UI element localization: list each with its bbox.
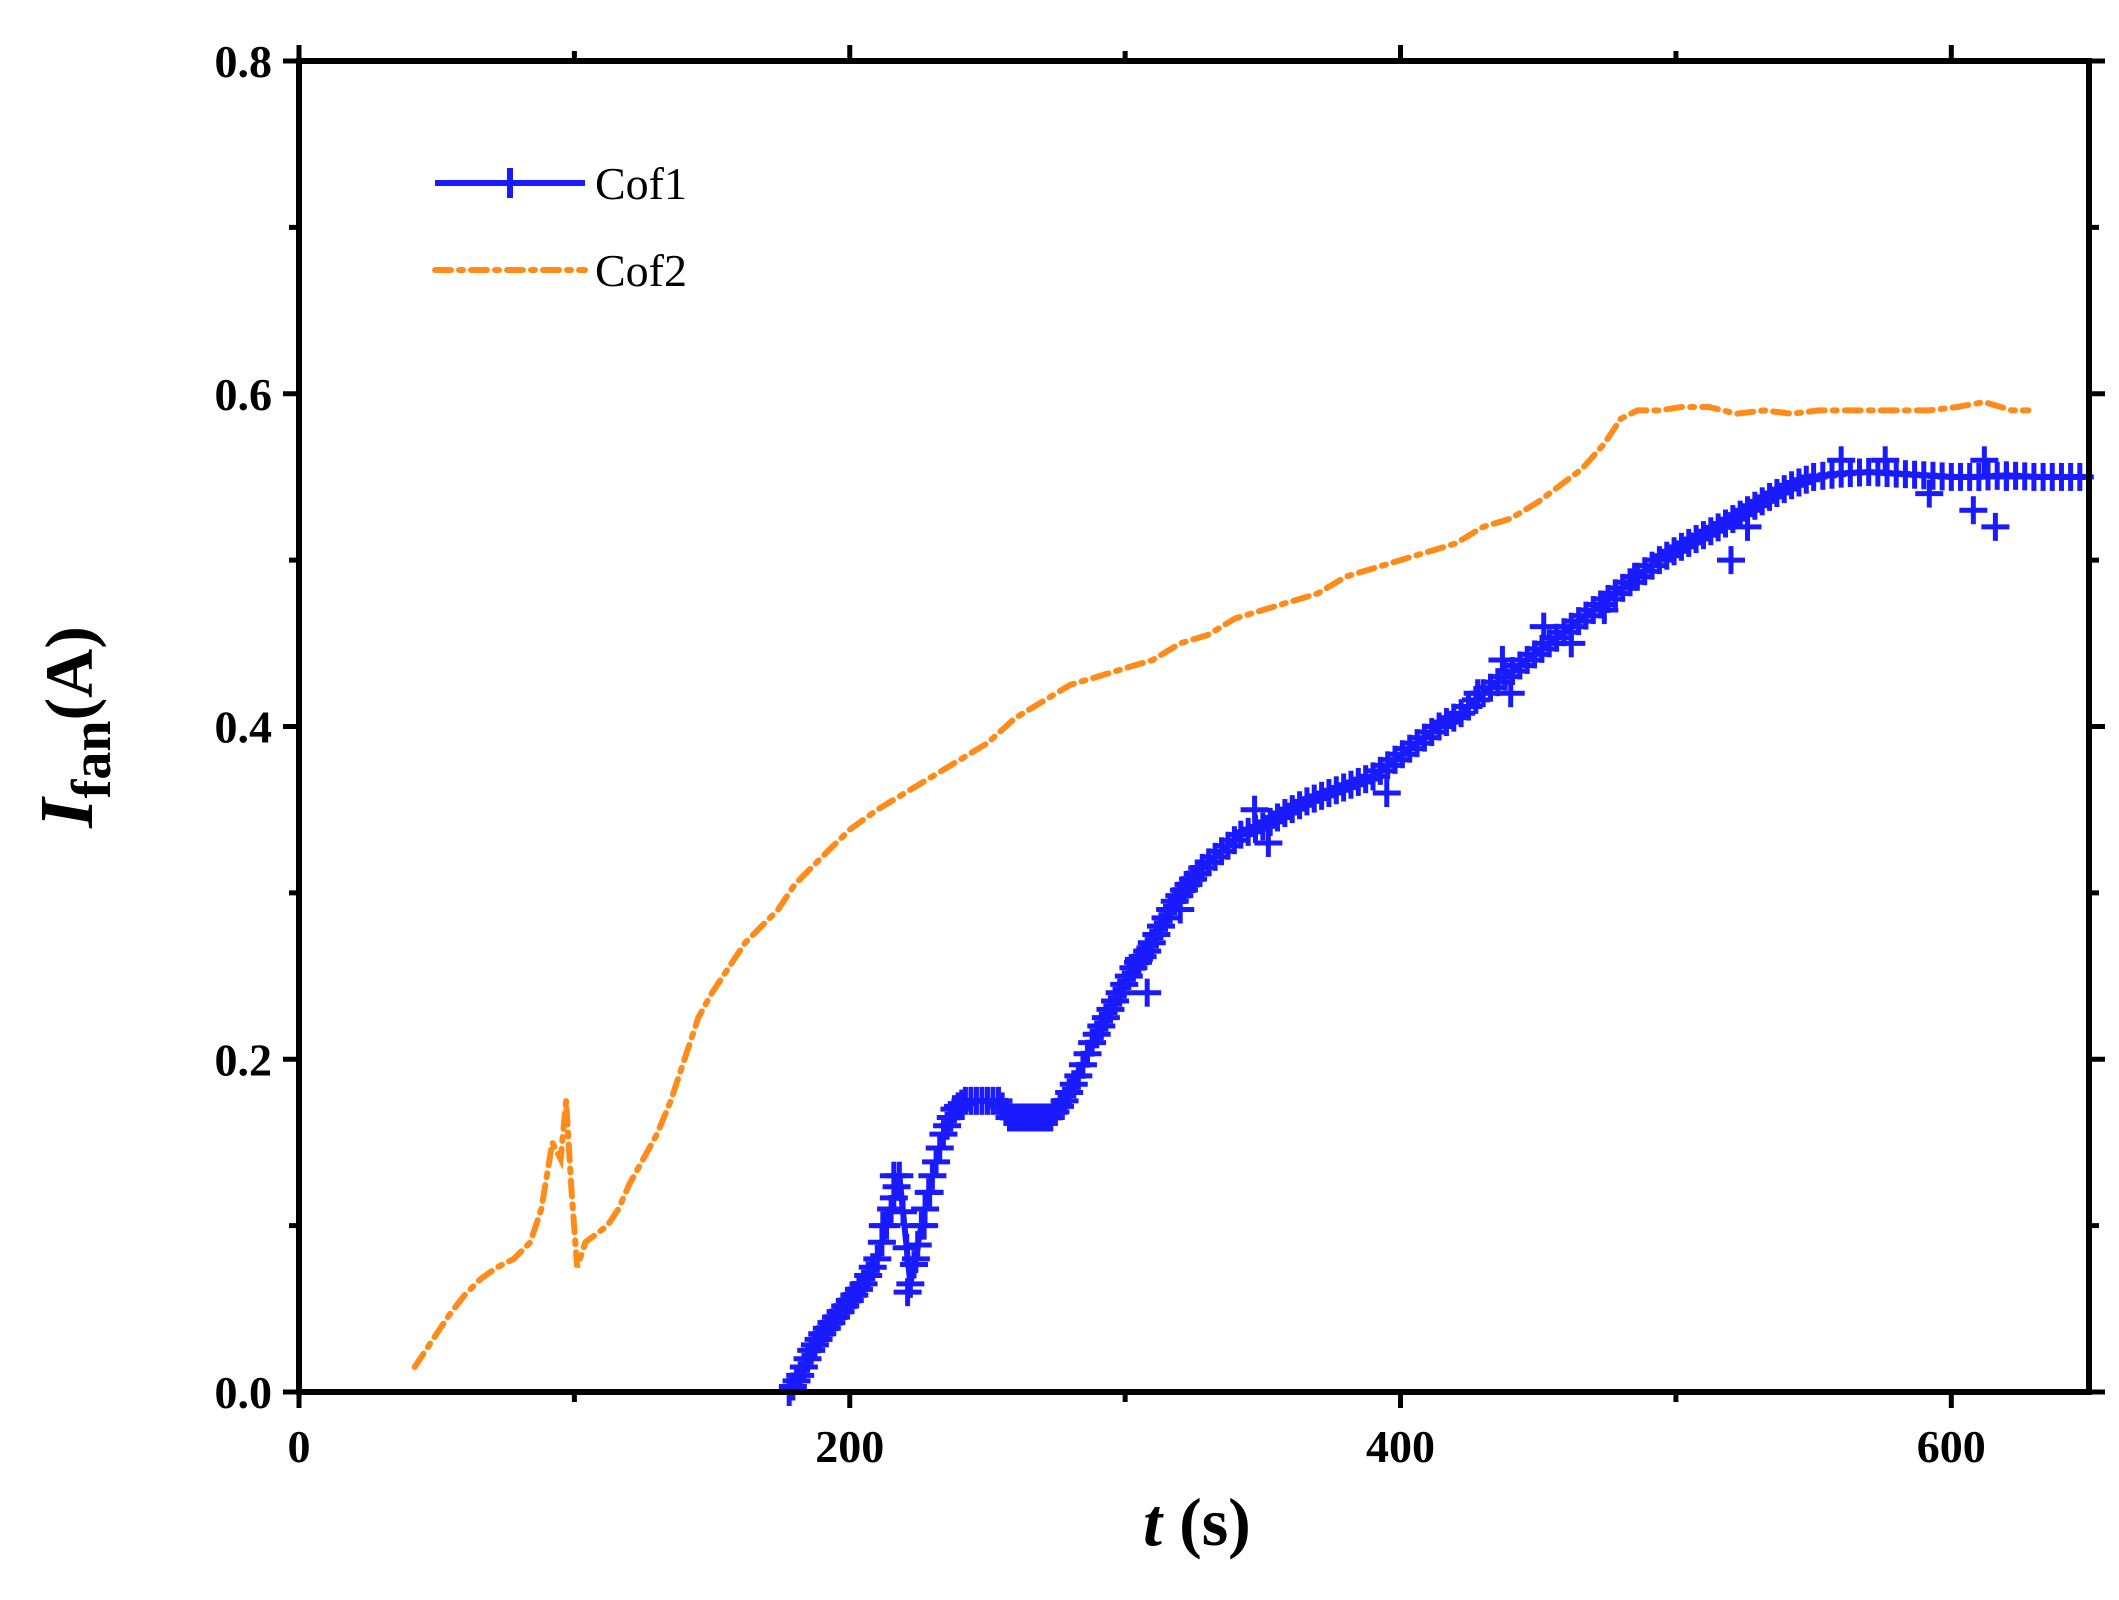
cof1-marker xyxy=(1959,496,1988,525)
legend-label-cof2: Cof2 xyxy=(595,245,687,296)
cof1-marker xyxy=(1620,562,1649,591)
tick-labels: 0 200 400 600 0.0 0.2 0.4 0.6 0.8 xyxy=(215,36,1986,1472)
x-tick-label: 200 xyxy=(815,1421,884,1472)
cof1-marker xyxy=(1871,446,1900,475)
cof1-marker xyxy=(1970,446,1999,475)
cof1-marker xyxy=(893,1278,922,1307)
y-tick-label: 0.4 xyxy=(215,702,273,753)
cof1-marker xyxy=(879,1161,908,1190)
x-tick-label: 600 xyxy=(1917,1421,1986,1472)
cof1-marker xyxy=(910,1211,939,1240)
cof1-marker xyxy=(1717,546,1745,575)
y-axis-var: I xyxy=(25,796,109,829)
cof1-marker xyxy=(1981,512,2010,541)
x-tick-label: 400 xyxy=(1366,1421,1435,1472)
cof1-marker xyxy=(922,1147,951,1176)
legend-item-cof1: Cof1 xyxy=(435,158,687,209)
cof1-marker xyxy=(1166,895,1195,924)
legend-item-cof2: Cof2 xyxy=(432,245,687,296)
cof1-marker xyxy=(1601,579,1630,608)
cof1-marker xyxy=(1488,645,1517,674)
cof1-marker xyxy=(1733,512,1762,541)
cof1-marker xyxy=(1254,828,1283,857)
legend: Cof1 Cof2 xyxy=(432,158,687,296)
y-tick-label: 0.6 xyxy=(215,369,273,420)
y-tick-label: 0.8 xyxy=(215,36,273,87)
series-line-cof2 xyxy=(411,398,2032,1371)
y-axis-subscript: fan xyxy=(61,721,123,799)
y-axis-unit: (A) xyxy=(31,626,107,720)
axes-ticks xyxy=(283,45,2105,1408)
cof1-marker xyxy=(925,1133,954,1162)
cof1-marker xyxy=(1992,462,2021,491)
cof1-marker xyxy=(1372,779,1401,808)
cof1-marker xyxy=(1529,612,1558,641)
cof1-marker xyxy=(1381,745,1410,774)
cof1-marker xyxy=(1240,795,1269,824)
cof1-marker xyxy=(1124,945,1153,974)
x-axis-title: t (s) xyxy=(1143,1484,1251,1560)
cof1-marker xyxy=(915,1178,944,1207)
cof1-marker xyxy=(863,1244,892,1273)
cof1-marker xyxy=(1496,679,1525,708)
cof1-marker xyxy=(1827,446,1856,475)
cof1-marker xyxy=(889,1197,918,1226)
cof1-marker xyxy=(1557,629,1586,658)
x-axis-unit: (s) xyxy=(1162,1484,1251,1560)
plot-marks xyxy=(299,398,2094,1406)
legend-label-cof1: Cof1 xyxy=(595,158,687,209)
plot-frame xyxy=(296,58,2092,1395)
cof1-marker xyxy=(1590,596,1619,625)
series-line-cof1 xyxy=(299,468,2089,1395)
cof1-marker xyxy=(1133,978,1162,1007)
x-axis-var: t xyxy=(1143,1484,1164,1560)
cof1-marker xyxy=(901,1244,930,1273)
cof1-marker xyxy=(868,1211,897,1240)
y-axis-title: Ifan(A) xyxy=(25,626,123,829)
y-tick-label: 0.2 xyxy=(215,1034,273,1085)
y-tick-label: 0.0 xyxy=(215,1367,273,1418)
cof1-marker xyxy=(1463,679,1492,708)
cof1-marker xyxy=(1915,479,1944,508)
cof1-marker xyxy=(918,1161,947,1190)
x-tick-label: 0 xyxy=(288,1421,311,1472)
